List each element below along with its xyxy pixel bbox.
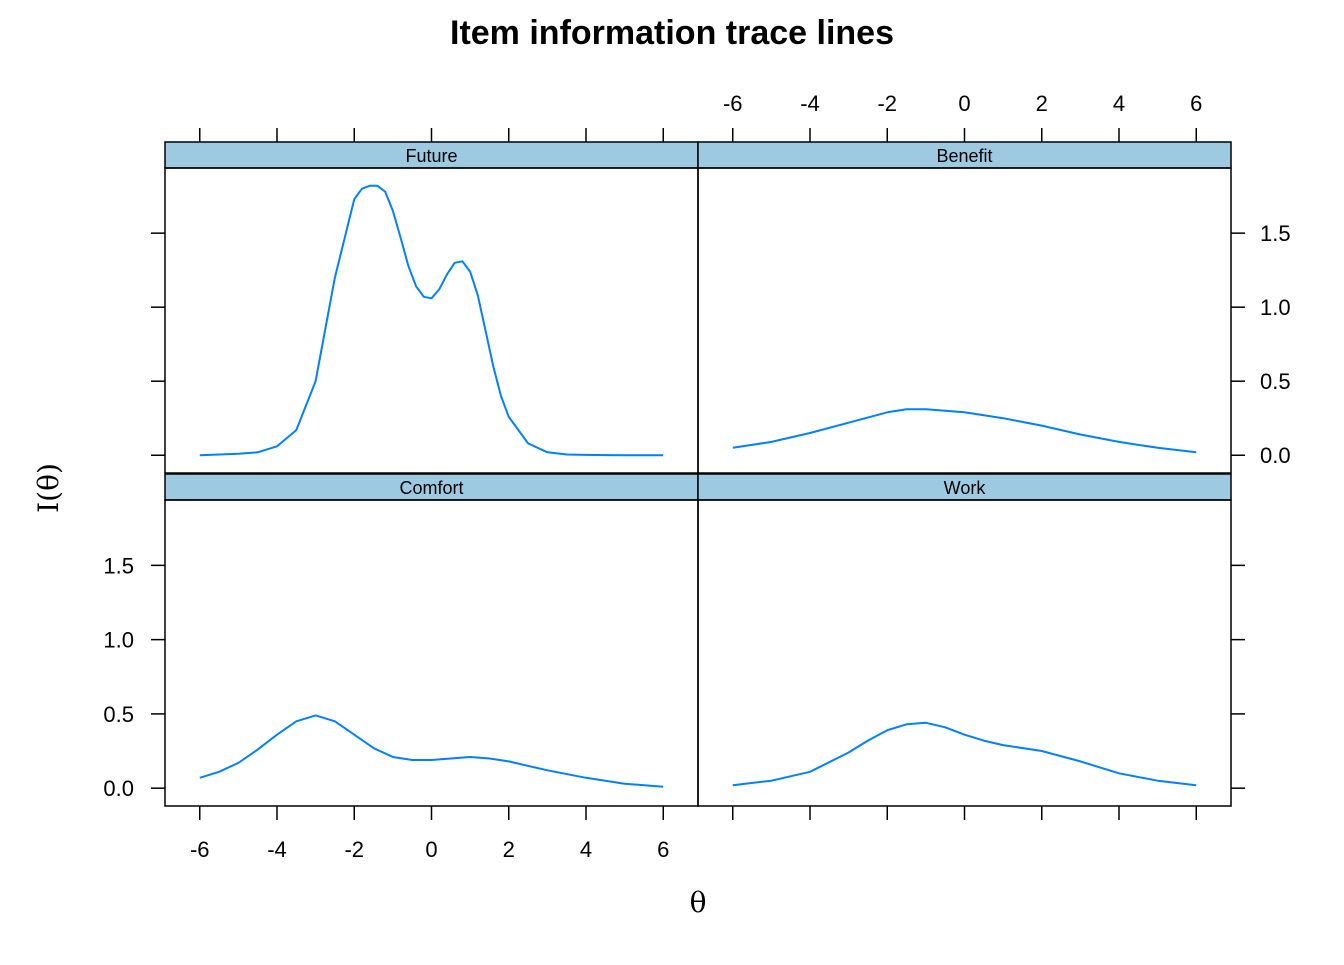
x-tick-label-bottom-5: 4: [580, 837, 592, 862]
panel-strip-benefit: [697, 141, 1232, 169]
panels-layer: Future Benefit Comfort Work -6 -4 -2 0 2 4 6 -6 -4 -2…: [103, 91, 1290, 862]
panel-strip-work: [697, 473, 1232, 501]
x-tick-label-bottom-3: 0: [425, 837, 437, 862]
y-tick-label-right-0: 0.0: [1260, 443, 1291, 468]
panel-frame-benefit: [697, 167, 1232, 474]
x-tick-label-top-3: 0: [958, 91, 970, 116]
series-line-work: [732, 721, 1197, 787]
x-tick-label-bottom-4: 2: [503, 837, 515, 862]
series-line-comfort: [199, 714, 664, 788]
x-tick-label-top-5: 4: [1113, 91, 1125, 116]
panel-strip-label-future: Future: [405, 146, 457, 166]
panel-frame-work: [697, 499, 1232, 807]
panel-strip-future: [164, 141, 699, 169]
chart-title: Item information trace lines: [450, 14, 894, 52]
y-axis-title: I(θ): [32, 463, 65, 513]
panel-strip-label-work: Work: [944, 478, 987, 498]
x-tick-label-top-6: 6: [1190, 91, 1202, 116]
y-tick-label-left-0: 0.0: [103, 776, 134, 801]
x-tick-label-bottom-2: -2: [344, 837, 364, 862]
x-tick-label-top-2: -2: [877, 91, 897, 116]
y-tick-label-left-1: 0.5: [103, 702, 134, 727]
x-tick-label-top-4: 2: [1036, 91, 1048, 116]
x-tick-label-top-0: -6: [723, 91, 743, 116]
x-tick-label-top-1: -4: [800, 91, 820, 116]
panel-strip-label-benefit: Benefit: [936, 146, 992, 166]
series-line-future: [199, 184, 664, 457]
y-tick-label-right-3: 1.5: [1260, 221, 1291, 246]
series-line-benefit: [732, 408, 1197, 454]
panel-strip-label-comfort: Comfort: [399, 478, 463, 498]
y-tick-label-left-3: 1.5: [103, 553, 134, 578]
y-tick-label-left-2: 1.0: [103, 628, 134, 653]
y-tick-label-right-1: 0.5: [1260, 369, 1291, 394]
x-tick-label-bottom-6: 6: [657, 837, 669, 862]
y-tick-label-right-2: 1.0: [1260, 295, 1291, 320]
x-tick-label-bottom-0: -6: [190, 837, 210, 862]
panel-frame-future: [164, 167, 699, 474]
x-axis-title: θ: [690, 886, 707, 919]
x-tick-label-bottom-1: -4: [267, 837, 287, 862]
